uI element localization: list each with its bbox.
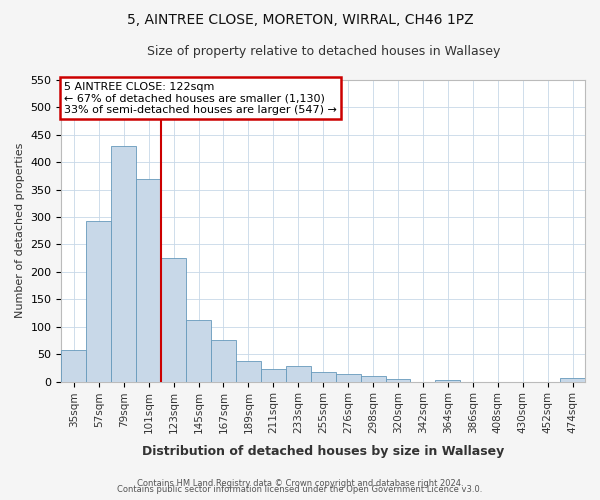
Title: Size of property relative to detached houses in Wallasey: Size of property relative to detached ho… [146, 45, 500, 58]
Bar [560, 378, 585, 382]
Bar [136, 178, 161, 382]
X-axis label: Distribution of detached houses by size in Wallasey: Distribution of detached houses by size … [142, 444, 505, 458]
Bar [361, 376, 386, 382]
Bar [111, 146, 136, 382]
Bar [161, 258, 186, 382]
Bar [211, 340, 236, 382]
Text: Contains HM Land Registry data © Crown copyright and database right 2024.: Contains HM Land Registry data © Crown c… [137, 478, 463, 488]
Bar [261, 370, 286, 382]
Bar [61, 350, 86, 382]
Bar [186, 320, 211, 382]
Bar [335, 374, 361, 382]
Text: 5, AINTREE CLOSE, MORETON, WIRRAL, CH46 1PZ: 5, AINTREE CLOSE, MORETON, WIRRAL, CH46 … [127, 12, 473, 26]
Y-axis label: Number of detached properties: Number of detached properties [15, 143, 25, 318]
Text: Contains public sector information licensed under the Open Government Licence v3: Contains public sector information licen… [118, 485, 482, 494]
Bar [86, 221, 111, 382]
Bar [386, 379, 410, 382]
Bar [286, 366, 311, 382]
Bar [436, 380, 460, 382]
Text: 5 AINTREE CLOSE: 122sqm
← 67% of detached houses are smaller (1,130)
33% of semi: 5 AINTREE CLOSE: 122sqm ← 67% of detache… [64, 82, 337, 114]
Bar [236, 360, 261, 382]
Bar [311, 372, 335, 382]
